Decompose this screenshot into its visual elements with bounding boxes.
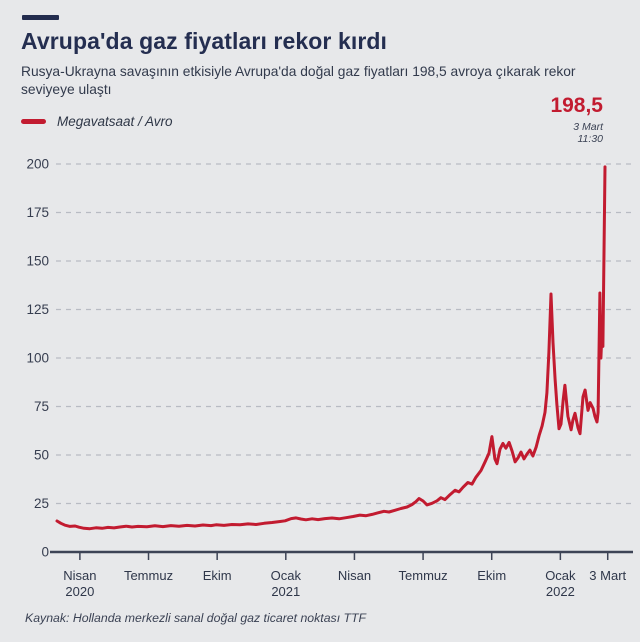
y-tick-label: 200 bbox=[26, 157, 49, 172]
y-tick-label: 100 bbox=[26, 351, 49, 366]
legend-label: Megavatsaat / Avro bbox=[57, 114, 173, 129]
y-tick-label: 150 bbox=[26, 254, 49, 269]
x-tick-label: Nisan bbox=[63, 568, 96, 583]
y-tick-label: 75 bbox=[34, 399, 49, 414]
y-tick-label: 25 bbox=[34, 496, 49, 511]
x-tick-label: Temmuz bbox=[399, 568, 448, 583]
x-tick-label: Ekim bbox=[477, 568, 506, 583]
subtitle: Rusya-Ukrayna savaşının etkisiyle Avrupa… bbox=[21, 64, 576, 97]
x-tick-sublabel: 2020 bbox=[65, 584, 94, 599]
y-tick-label: 0 bbox=[41, 545, 49, 560]
x-tick-label: Ekim bbox=[203, 568, 232, 583]
x-tick-label: 3 Mart bbox=[589, 568, 626, 583]
peak-date: 3 Mart bbox=[573, 121, 603, 133]
x-tick-label: Temmuz bbox=[124, 568, 173, 583]
peak-value: 198,5 bbox=[550, 94, 603, 117]
y-tick-label: 175 bbox=[26, 205, 49, 220]
price-line bbox=[55, 165, 607, 531]
y-tick-label: 125 bbox=[26, 302, 49, 317]
peak-annotation: 198,5 3 Mart 11:30 bbox=[550, 94, 604, 146]
x-tick-label: Nisan bbox=[338, 568, 371, 583]
x-tick-sublabel: 2022 bbox=[546, 584, 575, 599]
y-tick-label: 50 bbox=[34, 448, 49, 463]
source-note: Kaynak: Hollanda merkezli sanal doğal ga… bbox=[25, 611, 367, 625]
x-tick-sublabel: 2021 bbox=[271, 584, 300, 599]
page-title: Avrupa'da gaz fiyatları rekor kırdı bbox=[21, 28, 388, 54]
peak-time: 11:30 bbox=[577, 133, 604, 145]
legend-swatch-icon bbox=[21, 119, 46, 124]
x-tick-label: Ocak bbox=[271, 568, 302, 583]
x-tick-label: Ocak bbox=[545, 568, 576, 583]
kicker-bar bbox=[22, 15, 59, 20]
legend: Megavatsaat / Avro bbox=[21, 114, 173, 129]
